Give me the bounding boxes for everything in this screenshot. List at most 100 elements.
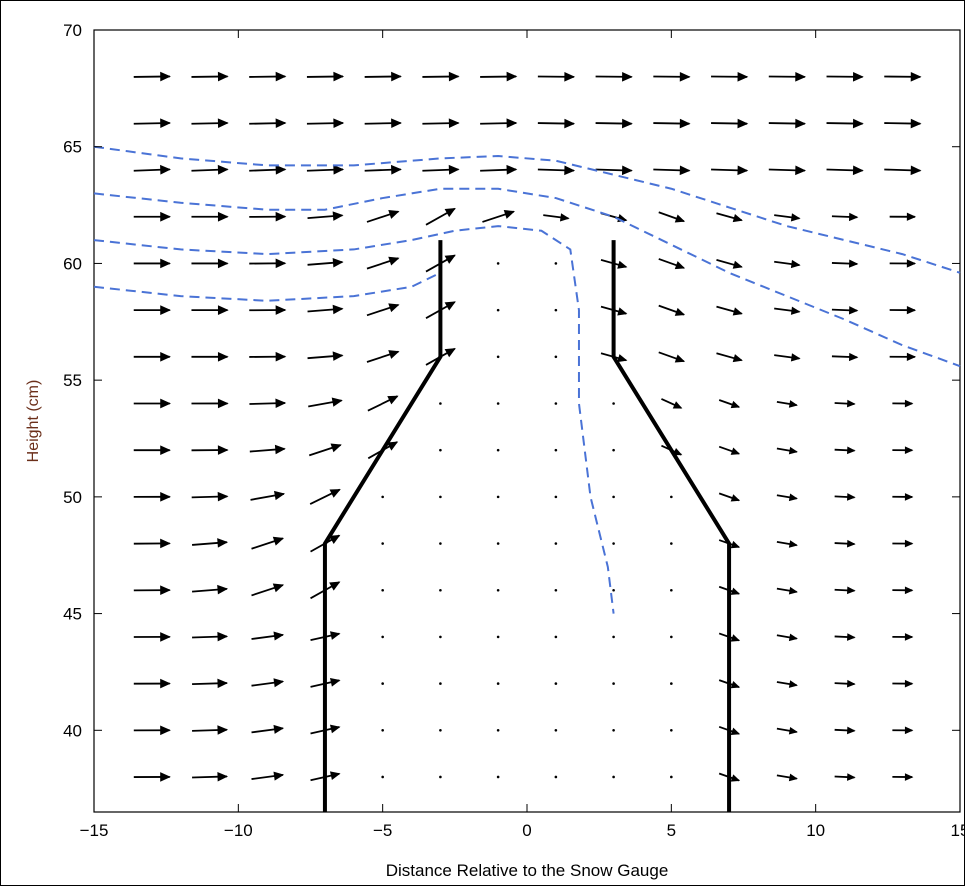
- y-axis-label: Height (cm): [25, 380, 42, 463]
- vector-arrow: [884, 71, 922, 82]
- vector-arrow: [364, 71, 402, 82]
- vector-arrow: [834, 539, 856, 548]
- vector-arrow: [892, 493, 914, 501]
- vector-arrow: [422, 71, 460, 82]
- vector-arrow: [381, 542, 384, 545]
- vector-arrow: [670, 588, 673, 592]
- vector-arrow: [834, 586, 856, 595]
- vector-arrow: [554, 635, 558, 639]
- x-tick-label: −15: [80, 821, 109, 840]
- vector-arrow: [834, 726, 856, 735]
- vector-arrow: [595, 71, 633, 82]
- vector-arrow: [554, 775, 558, 779]
- y-tick-label: 60: [63, 254, 82, 273]
- vector-arrow: [307, 211, 344, 221]
- vector-arrow: [768, 165, 807, 176]
- vector-arrow: [496, 635, 500, 639]
- vector-arrow: [439, 728, 442, 732]
- vector-arrow: [776, 400, 798, 408]
- y-tick-label: 40: [63, 721, 82, 740]
- vector-arrow: [309, 488, 341, 505]
- vector-arrow: [306, 118, 345, 129]
- vector-arrow: [653, 165, 691, 176]
- vector-arrow: [892, 446, 914, 455]
- vector-arrow: [496, 262, 500, 265]
- vector-arrow: [133, 772, 171, 782]
- vector-arrow: [251, 583, 285, 597]
- vector-arrow: [892, 726, 914, 735]
- vector-arrow: [192, 678, 229, 689]
- vector-arrow: [133, 585, 171, 595]
- vector-arrow: [658, 351, 686, 363]
- vector-arrow: [670, 728, 673, 732]
- vector-arrow: [133, 258, 171, 269]
- vector-arrow: [612, 542, 615, 545]
- vector-arrow: [718, 399, 741, 409]
- vector-arrow: [768, 71, 807, 82]
- vector-arrow: [774, 353, 801, 362]
- vector-arrow: [191, 211, 229, 222]
- vector-arrow: [496, 775, 500, 779]
- vector-arrow: [658, 258, 686, 270]
- vector-arrow: [192, 631, 229, 642]
- vector-arrow: [554, 728, 558, 732]
- x-tick-label: −5: [373, 821, 392, 840]
- vector-arrow: [612, 682, 615, 685]
- vector-arrow: [191, 491, 229, 502]
- vector-arrow: [366, 256, 400, 270]
- gauge-wall: [322, 240, 443, 812]
- vector-arrow: [892, 633, 914, 641]
- vector-arrow: [612, 588, 615, 592]
- vector-arrow: [612, 495, 615, 499]
- vector-arrow: [716, 259, 743, 269]
- vector-arrow: [249, 444, 286, 455]
- vector-arrow: [892, 679, 914, 688]
- vector-arrow: [711, 118, 749, 129]
- vector-arrow: [831, 306, 859, 315]
- vector-arrow: [366, 350, 400, 363]
- vector-arrow: [543, 213, 570, 222]
- vector-arrow: [889, 259, 917, 268]
- vector-arrow: [670, 495, 673, 499]
- vector-arrow: [711, 165, 749, 176]
- vector-arrow: [381, 635, 384, 639]
- vector-arrow: [716, 212, 743, 223]
- vector-arrow: [249, 305, 287, 315]
- vector-arrow: [889, 352, 917, 361]
- vector-arrow: [776, 540, 798, 548]
- vector-arrow: [249, 258, 287, 269]
- vector-arrow: [554, 262, 558, 265]
- vector-arrow: [496, 728, 500, 732]
- vector-arrow: [308, 397, 343, 408]
- vector-arrow: [595, 118, 633, 129]
- vector-arrow: [884, 165, 922, 176]
- vector-arrow: [496, 495, 500, 499]
- vector-arrow: [658, 211, 686, 223]
- y-tick-label: 55: [63, 371, 82, 390]
- vector-arrow: [482, 210, 515, 223]
- y-tick-label: 65: [63, 138, 82, 157]
- vector-arrow: [554, 308, 558, 312]
- vector-arrow: [653, 71, 691, 82]
- vector-arrow: [480, 164, 518, 175]
- vector-arrow: [776, 773, 798, 782]
- vector-arrow: [554, 682, 558, 685]
- vector-arrow: [251, 631, 285, 641]
- vector-arrow: [439, 775, 442, 779]
- vector-arrow: [711, 71, 749, 82]
- streamline: [93, 271, 441, 302]
- vector-arrow: [366, 210, 400, 223]
- vector-arrow: [191, 118, 229, 129]
- vector-arrow: [191, 258, 229, 269]
- vector-arrow: [831, 212, 859, 222]
- vector-arrow: [892, 399, 914, 408]
- y-ticks: 40 45 50 55 60 65 70: [63, 21, 960, 740]
- vector-arrow: [776, 726, 798, 735]
- vector-arrow: [191, 164, 229, 175]
- x-tick-label: 5: [667, 821, 676, 840]
- vector-arrow: [251, 771, 285, 781]
- vector-arrow: [774, 259, 801, 269]
- vector-arrow: [612, 775, 615, 779]
- x-tick-label: 0: [522, 821, 531, 840]
- vector-arrow: [249, 118, 287, 129]
